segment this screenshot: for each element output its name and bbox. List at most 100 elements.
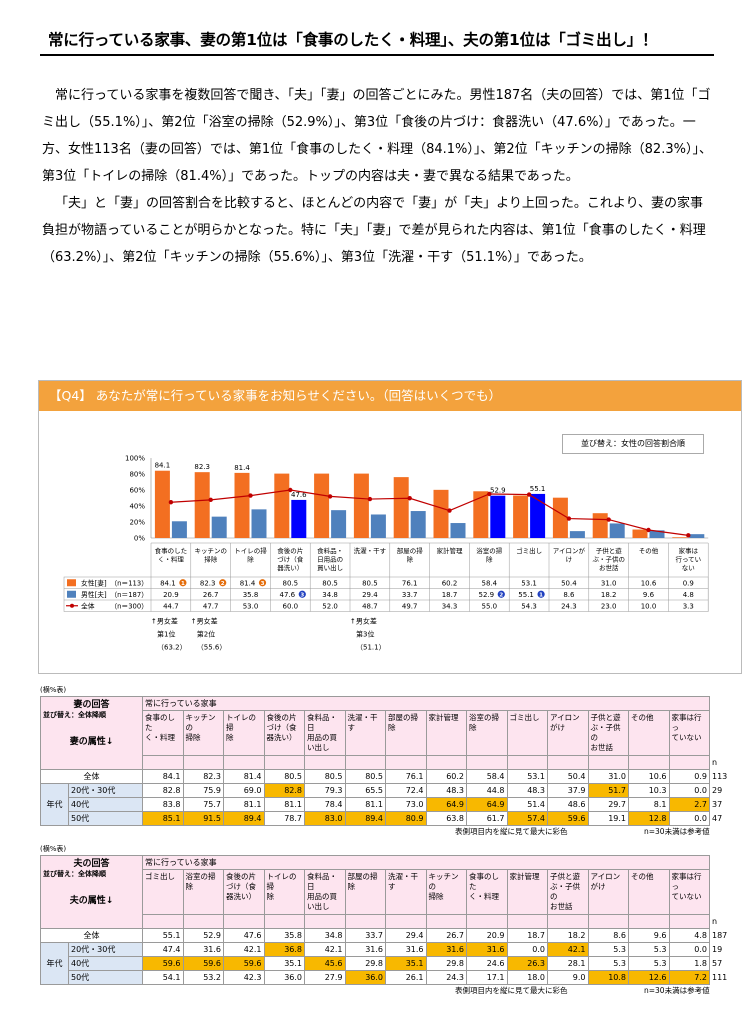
husband-table-cell: 18.0 — [506, 970, 548, 985]
series-value: 9.6 — [643, 591, 655, 599]
series-value: 3.3 — [683, 602, 694, 610]
series-value: 50.4 — [561, 579, 577, 587]
husband-table-cell: 18.7 — [506, 928, 548, 943]
wife-table-n-value: 37 — [712, 800, 723, 809]
rank-badge-number: 1 — [181, 581, 185, 587]
wife-bar — [314, 473, 330, 538]
category-label: 器洗い） — [277, 563, 303, 572]
total-point — [367, 496, 373, 502]
rank-badge-number: 2 — [499, 593, 503, 599]
husband-table: 夫の回答 並び替え：全体降順 夫の属性↓ 常に行っている家事 ゴミ出し 浴室の掃除食後の片… — [40, 855, 734, 985]
sort-note: 並び替え：女性の回答割合順 — [562, 434, 704, 454]
wife-table-cell: 73.0 — [385, 797, 427, 812]
wife-table-cell: 82.3 — [182, 769, 224, 784]
series-value: 20.9 — [163, 591, 179, 599]
wife-table-cell: 78.7 — [263, 811, 305, 826]
husband-table-cell: 42.1 — [547, 942, 589, 957]
wife-table-cell: 85.1 — [142, 811, 184, 826]
wife-table-column-header: キッチンの 掃除 — [182, 710, 224, 756]
gap-note: （51.1） — [356, 644, 386, 652]
wife-table-group-label: 年代 — [40, 783, 69, 826]
husband-table-group-label: 年代 — [40, 942, 69, 985]
wife-table-cell: 10.6 — [628, 769, 670, 784]
series-value: 81.4 — [240, 579, 256, 587]
wife-table-cell: 29.7 — [587, 797, 629, 812]
wife-table-cell: 51.4 — [506, 797, 548, 812]
series-value: 24.3 — [561, 602, 577, 610]
series-n: （n＝300） — [110, 602, 148, 610]
wife-table-cell: 48.3 — [506, 783, 548, 798]
category-label: ゴミ出し — [516, 546, 542, 555]
husband-table-cell: 20.9 — [466, 928, 508, 943]
husband-table-n-value: 57 — [712, 959, 723, 968]
wife-table-spacer — [425, 755, 467, 770]
wife-table-cell: 8.1 — [628, 797, 670, 812]
wife-table-cell: 83.8 — [142, 797, 184, 812]
husband-table-cell: 53.2 — [182, 970, 224, 985]
wife-table-cell: 81.1 — [263, 797, 305, 812]
series-name: 女性[妻] — [81, 578, 107, 587]
husband-table-cell: 8.6 — [587, 928, 629, 943]
wife-table-cell: 81.4 — [223, 769, 265, 784]
husband-table-n-value: 111 — [712, 973, 728, 982]
category-label: 食後の片 — [277, 546, 303, 555]
series-value: 31.0 — [601, 579, 617, 587]
husband-table-spacer — [628, 914, 670, 929]
bar-value-label: 55.1 — [530, 485, 546, 493]
total-point — [646, 527, 651, 533]
husband-table-row-label: 全体 — [40, 928, 143, 943]
wife-table-column-header: その他 — [628, 710, 670, 756]
husband-bar — [211, 516, 227, 538]
husband-table-spacer — [506, 914, 548, 929]
wife-bar — [473, 491, 489, 538]
category-label: 家計管理 — [437, 546, 464, 555]
husband-table-cell: 0.0 — [668, 942, 710, 957]
wife-table-cell: 84.1 — [142, 769, 184, 784]
husband-table-cell: 28.1 — [547, 956, 589, 971]
gap-note: ↑男女差 — [151, 617, 178, 626]
wife-legend-swatch — [67, 579, 76, 587]
y-tick-label: 0% — [134, 535, 145, 543]
husband-table-cell: 7.2 — [668, 970, 710, 985]
husband-table-cell: 31.6 — [182, 942, 224, 957]
wife-table-cell: 0.9 — [668, 769, 710, 784]
series-value: 58.4 — [482, 579, 498, 587]
wife-table-cell: 63.8 — [425, 811, 467, 826]
wife-bar — [632, 529, 648, 538]
series-value: 54.3 — [521, 602, 537, 610]
husband-table-n-value: 187 — [712, 931, 728, 940]
wife-table-sort: 並び替え：全体降順 — [43, 711, 106, 719]
wife-table-cell: 10.3 — [628, 783, 670, 798]
husband-table-cell: 34.8 — [304, 928, 346, 943]
wife-table-title: 妻の回答 — [73, 700, 110, 710]
wife-bar — [672, 537, 688, 538]
total-point — [606, 517, 611, 522]
husband-table-column-header: 浴室の掃除 — [182, 869, 224, 915]
category-label: 部屋の掃 — [397, 546, 424, 555]
total-point — [288, 487, 293, 493]
husband-table-cell: 9.0 — [547, 970, 589, 985]
husband-table-title-cell: 夫の回答 並び替え：全体降順 夫の属性↓ — [40, 855, 143, 929]
husband-table-cell: 31.6 — [466, 942, 508, 957]
husband-table-cell: 36.0 — [344, 970, 386, 985]
wife-table-column-header: 家事は行っ ていない — [668, 710, 710, 756]
husband-table-column-header: 部屋の掃除 — [344, 869, 386, 915]
series-value: 10.6 — [641, 579, 657, 587]
category-label: その他 — [639, 546, 659, 555]
series-value: 26.7 — [203, 591, 219, 599]
husband-table-column-header: アイロンがけ — [587, 869, 629, 915]
total-line — [170, 489, 689, 536]
wife-table-cell: 64.9 — [425, 797, 467, 812]
series-value: 23.0 — [601, 602, 617, 610]
husband-table-cell: 42.1 — [304, 942, 346, 957]
paragraph-1: 常に行っている家事を複数回答で聞き、「夫」「妻」の回答ごとにみた。男性187名（… — [42, 88, 712, 184]
wife-table-cell: 51.7 — [587, 783, 629, 798]
husband-table-cell: 54.1 — [142, 970, 184, 985]
series-value: 18.2 — [601, 591, 617, 599]
series-name: 全体 — [81, 601, 95, 610]
series-value: 53.1 — [521, 579, 537, 587]
wife-table-cell: 48.3 — [425, 783, 467, 798]
husband-table-cell: 10.8 — [587, 970, 629, 985]
husband-table-cell: 42.3 — [223, 970, 265, 985]
husband-table-cell: 4.8 — [668, 928, 710, 943]
